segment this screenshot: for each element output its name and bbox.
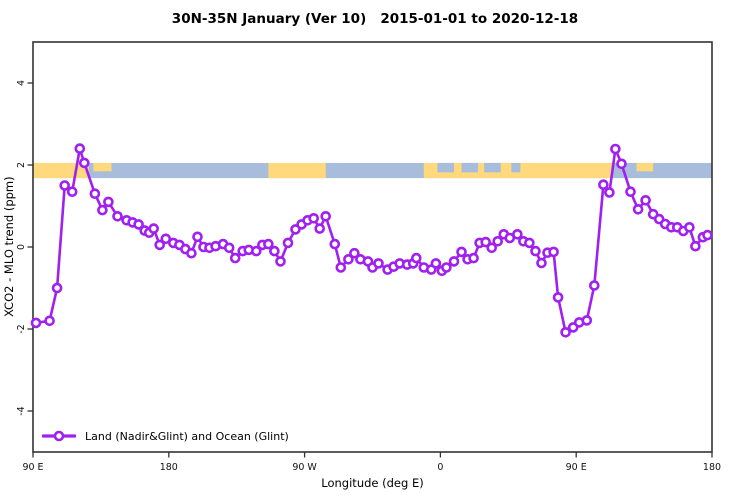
data-point <box>148 223 159 234</box>
data-point <box>223 242 235 254</box>
data-point <box>581 315 593 326</box>
x-tick-label: 0 <box>437 462 443 473</box>
data-point <box>66 186 78 197</box>
data-point <box>160 233 172 245</box>
y-tick-label: -2 <box>16 324 27 333</box>
data-point <box>59 180 70 191</box>
data-point <box>448 256 460 267</box>
x-tick-label: 90 E <box>22 462 43 473</box>
x-tick-label: 90 W <box>292 462 317 473</box>
data-point <box>456 246 467 258</box>
y-tick-label: 2 <box>16 162 27 168</box>
data-point <box>44 315 55 327</box>
data-point <box>314 223 326 234</box>
data-point <box>373 258 384 269</box>
data-point <box>74 143 86 154</box>
plot-frame <box>32 41 713 453</box>
x-axis-label: Longitude (deg E) <box>321 476 424 490</box>
map-band-island <box>636 162 654 172</box>
data-point <box>89 188 101 199</box>
data-point <box>536 257 547 269</box>
data-point <box>97 204 108 216</box>
data-point <box>329 238 341 250</box>
data-point <box>684 222 695 233</box>
data-point <box>154 239 165 251</box>
data-point <box>51 282 63 294</box>
data-point <box>492 236 504 247</box>
data-point <box>343 253 354 265</box>
legend-entry-label: Land (Nadir&Glint) and Ocean (Glint) <box>85 429 289 443</box>
legend-marker-icon <box>42 430 76 442</box>
data-point <box>552 292 564 303</box>
data-point <box>604 187 615 198</box>
data-point <box>632 204 644 215</box>
y-tick-label: -4 <box>16 406 27 415</box>
data-point <box>192 231 203 243</box>
y-tick-label: 4 <box>16 80 27 86</box>
data-point <box>486 242 498 254</box>
chart-title: 30N-35N January (Ver 10) 2015-01-01 to 2… <box>171 11 579 27</box>
map-band-sea-inlet <box>511 162 521 173</box>
data-point <box>625 186 636 197</box>
y-axis-label: XCO2 - MLO trend (ppm) <box>2 176 16 318</box>
data-point <box>250 245 262 257</box>
data-point <box>282 237 294 249</box>
data-point <box>480 236 492 248</box>
data-point <box>30 317 42 329</box>
x-tick-label: 90 E <box>566 462 587 473</box>
data-point <box>335 262 347 273</box>
data-point <box>702 229 713 241</box>
data-point <box>263 238 274 250</box>
data-point <box>79 157 90 169</box>
data-point <box>690 240 701 252</box>
data-point <box>269 245 280 257</box>
data-point <box>410 252 422 264</box>
data-point <box>133 219 144 230</box>
data-point <box>229 252 241 264</box>
map-band-sea-inlet <box>461 162 479 173</box>
data-point <box>430 258 442 269</box>
data-point <box>320 211 332 222</box>
data-point <box>275 256 286 267</box>
x-tick-label: 180 <box>703 462 721 473</box>
map-band-sea-inlet <box>484 162 501 173</box>
data-point <box>112 211 123 222</box>
data-point <box>349 247 360 259</box>
data-point <box>308 213 320 224</box>
data-point <box>524 237 535 249</box>
data-point <box>598 179 609 190</box>
data-point <box>186 247 197 259</box>
data-point <box>530 245 541 257</box>
legend: Land (Nadir&Glint) and Ocean (Glint) <box>42 427 289 445</box>
y-tick-label: 0 <box>16 244 27 250</box>
data-point <box>616 158 627 170</box>
data-point <box>640 195 651 206</box>
data-point <box>588 280 600 291</box>
data-point <box>610 143 621 155</box>
data-point <box>512 229 523 240</box>
map-band-sea-inlet <box>437 162 454 173</box>
data-point <box>103 196 114 208</box>
x-tick-label: 180 <box>160 462 178 473</box>
data-point <box>441 262 452 273</box>
data-point <box>468 252 479 264</box>
data-point <box>560 326 571 338</box>
map-band-island <box>93 162 112 172</box>
map-band-land-segment <box>268 162 326 179</box>
data-point <box>548 246 559 258</box>
